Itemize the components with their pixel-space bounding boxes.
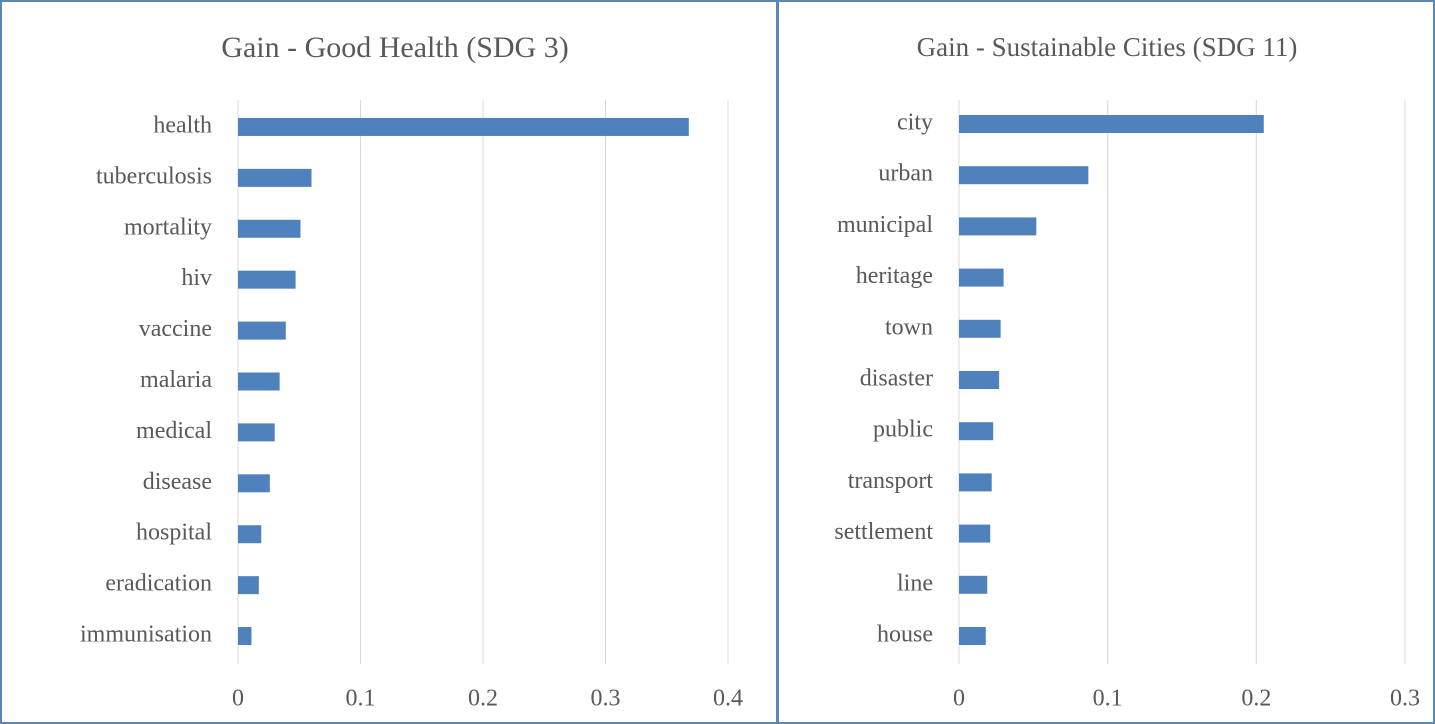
x-tick-label: 0 <box>232 686 244 712</box>
x-tick-label: 0.1 <box>346 686 376 712</box>
bar <box>959 524 991 543</box>
y-tick-label: transport <box>848 468 934 494</box>
y-tick-label: disease <box>143 469 212 495</box>
bar <box>238 627 252 646</box>
y-tick-label: hiv <box>181 265 212 291</box>
bar <box>238 372 280 391</box>
bar <box>238 525 262 544</box>
bar <box>959 166 1089 185</box>
bar <box>959 268 1004 287</box>
bar <box>238 219 301 238</box>
bar <box>959 575 988 594</box>
y-tick-label: vaccine <box>139 316 212 342</box>
bar <box>959 115 1264 133</box>
y-tick-label: public <box>873 417 933 443</box>
bar <box>959 217 1037 236</box>
x-tick-label: 0.2 <box>468 686 498 712</box>
y-tick-label: eradication <box>105 571 212 597</box>
x-tick-label: 0.2 <box>1241 686 1271 712</box>
y-tick-label: health <box>153 112 212 138</box>
y-tick-label: settlement <box>834 519 933 545</box>
y-tick-label: urban <box>878 161 933 187</box>
y-tick-label: immunisation <box>80 622 212 648</box>
panel-border <box>777 0 1435 724</box>
bar <box>959 319 1001 338</box>
bar <box>959 473 992 492</box>
chart-title: Gain - Good Health (SDG 3) <box>221 31 568 64</box>
bar <box>238 474 270 493</box>
bar <box>959 371 1000 389</box>
bar <box>238 270 296 289</box>
y-tick-label: town <box>885 314 933 340</box>
y-tick-label: tuberculosis <box>96 163 212 189</box>
bar <box>238 117 689 136</box>
y-tick-label: disaster <box>860 366 933 392</box>
y-tick-label: house <box>877 622 933 648</box>
x-tick-label: 0 <box>953 686 965 712</box>
x-tick-label: 0.3 <box>591 686 621 712</box>
y-tick-label: heritage <box>856 263 933 289</box>
chart-title: Gain - Sustainable Cities (SDG 11) <box>917 32 1298 62</box>
y-tick-label: malaria <box>140 367 212 393</box>
x-tick-label: 0.4 <box>713 686 743 712</box>
bar <box>238 321 286 340</box>
bar <box>959 627 986 645</box>
bar <box>238 576 259 595</box>
y-tick-label: medical <box>136 418 212 444</box>
y-tick-label: mortality <box>124 214 212 240</box>
y-tick-label: hospital <box>136 520 212 546</box>
bar <box>238 168 312 187</box>
y-tick-label: city <box>897 110 933 136</box>
x-tick-label: 0.1 <box>1093 686 1123 712</box>
panel-border <box>0 0 778 724</box>
x-tick-label: 0.3 <box>1390 686 1420 712</box>
y-tick-label: line <box>897 570 933 596</box>
y-tick-label: municipal <box>837 212 933 238</box>
bar <box>959 422 994 441</box>
bar <box>238 423 275 442</box>
